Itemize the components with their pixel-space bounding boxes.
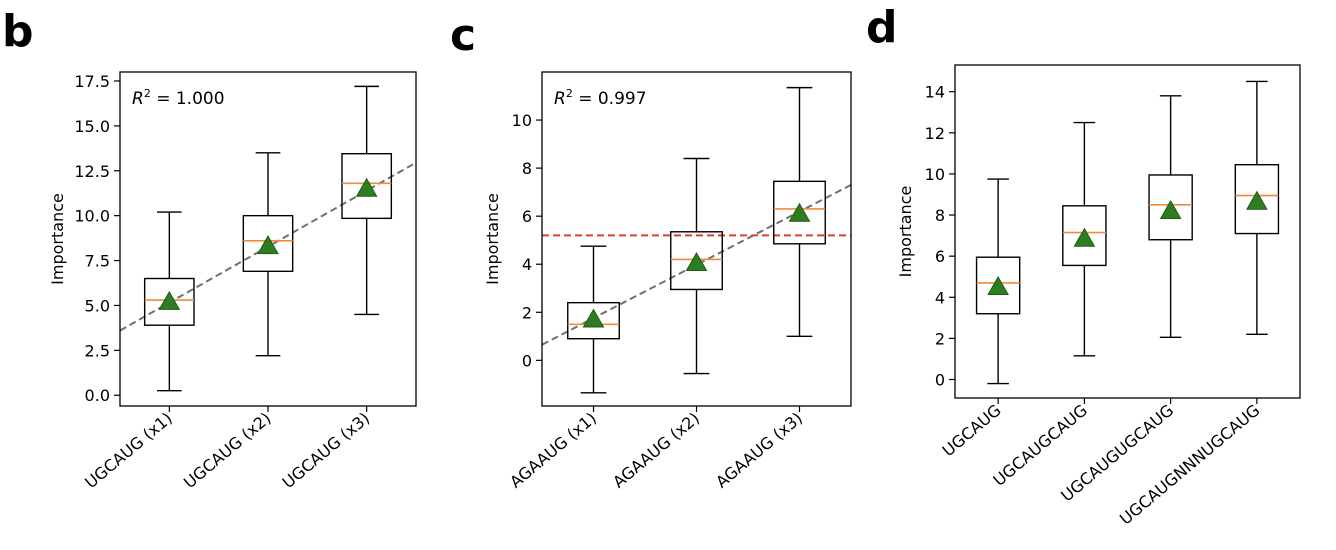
r2-annotation: R2 = 0.997 [554, 87, 647, 109]
r2-superscript: 2 [144, 87, 151, 100]
box-iqr [143, 277, 195, 326]
mean-marker [582, 308, 605, 328]
y-axis-label: Importance [896, 186, 915, 278]
x-tick-label: UGCAUG (x1) [81, 409, 176, 493]
mean-marker [1246, 190, 1268, 210]
y-tick-label: 2 [522, 303, 532, 322]
y-tick-label: 10 [512, 111, 532, 130]
r2-symbol: R [554, 89, 566, 109]
axes-frame [954, 64, 1301, 399]
x-tick-label: AGAAUG (x2) [609, 409, 703, 492]
y-tick-label: 15.0 [74, 117, 110, 136]
panel-d: d02468101214ImportanceUGCAUGUGCAUGCAUGUG… [866, 2, 1301, 529]
box-1 [567, 245, 620, 394]
box-iqr [670, 231, 723, 291]
y-tick-label: 6 [935, 247, 945, 266]
x-tick-label: AGAAUG (x1) [506, 409, 600, 492]
y-tick-label: 2 [935, 329, 945, 348]
r2-annotation: R2 = 1.000 [132, 87, 225, 109]
box-1 [143, 211, 195, 392]
y-tick-label: 6 [522, 207, 532, 226]
x-tick-label: AGAAUG (x3) [712, 409, 806, 492]
y-tick-label: 0 [935, 371, 945, 390]
r2-superscript: 2 [566, 87, 573, 100]
box-2 [670, 157, 723, 375]
box-iqr [242, 214, 294, 273]
r2-value: = 0.997 [573, 89, 647, 109]
box-3 [341, 85, 393, 316]
mean-marker [1073, 227, 1096, 247]
x-tick-label: UGCAUG (x3) [279, 409, 374, 493]
box-iqr [1234, 163, 1280, 235]
box-4 [1234, 80, 1280, 335]
panel-label: d [866, 2, 898, 53]
y-tick-label: 12 [925, 124, 945, 143]
r2-symbol: R [132, 89, 144, 109]
y-axis-label: Importance [48, 193, 67, 285]
y-tick-label: 2.5 [85, 341, 110, 360]
mean-marker [685, 252, 708, 272]
y-axis-label: Importance [483, 193, 502, 285]
box-3 [773, 86, 826, 338]
y-tick-label: 8 [935, 206, 945, 225]
y-tick-label: 8 [522, 159, 532, 178]
y-tick-label: 4 [935, 288, 945, 307]
y-tick-label: 7.5 [85, 252, 110, 271]
mean-marker [257, 235, 279, 255]
panel-label: c [450, 10, 476, 61]
mean-marker [158, 290, 181, 310]
y-tick-label: 0 [522, 351, 532, 370]
panel-label: b [2, 6, 34, 57]
panel-b: b 0.0 2.5 5.0 7.5 10.0 12.5 15.0 17.5 Importance U… [2, 6, 417, 493]
box-iqr [567, 301, 620, 340]
mean-marker [987, 275, 1009, 295]
box-1 [975, 178, 1021, 385]
box-iqr [773, 180, 826, 245]
y-tick-label: 14 [925, 83, 945, 102]
box-iqr [341, 153, 393, 220]
x-tick-label: UGCAUG (x2) [180, 409, 275, 493]
box-iqr [1148, 174, 1193, 241]
box-iqr [1062, 205, 1107, 267]
box-2 [1062, 121, 1107, 357]
mean-marker [355, 177, 378, 197]
y-tick-label: 0.0 [85, 386, 110, 405]
x-tick-label: UGCAUGNNNUGCAUG [1116, 401, 1263, 529]
box-3 [1148, 95, 1193, 339]
y-tick-label: 5.0 [85, 296, 110, 315]
y-tick-label: 10.0 [74, 207, 110, 226]
y-tick-label: 4 [522, 255, 532, 274]
box-iqr [975, 256, 1021, 315]
y-tick-label: 17.5 [74, 72, 110, 91]
mean-marker [1159, 199, 1182, 219]
r2-value: = 1.000 [151, 89, 225, 109]
panel-c: c 0 2 4 6 8 10 Importance AGAAUG (x1) AGAAUG (x2)… [450, 10, 852, 492]
y-tick-label: 12.5 [74, 162, 110, 181]
box-2 [242, 152, 294, 357]
x-tick-label: UGCAUG [939, 401, 1005, 461]
y-tick-label: 10 [925, 165, 945, 184]
mean-marker [788, 202, 811, 222]
